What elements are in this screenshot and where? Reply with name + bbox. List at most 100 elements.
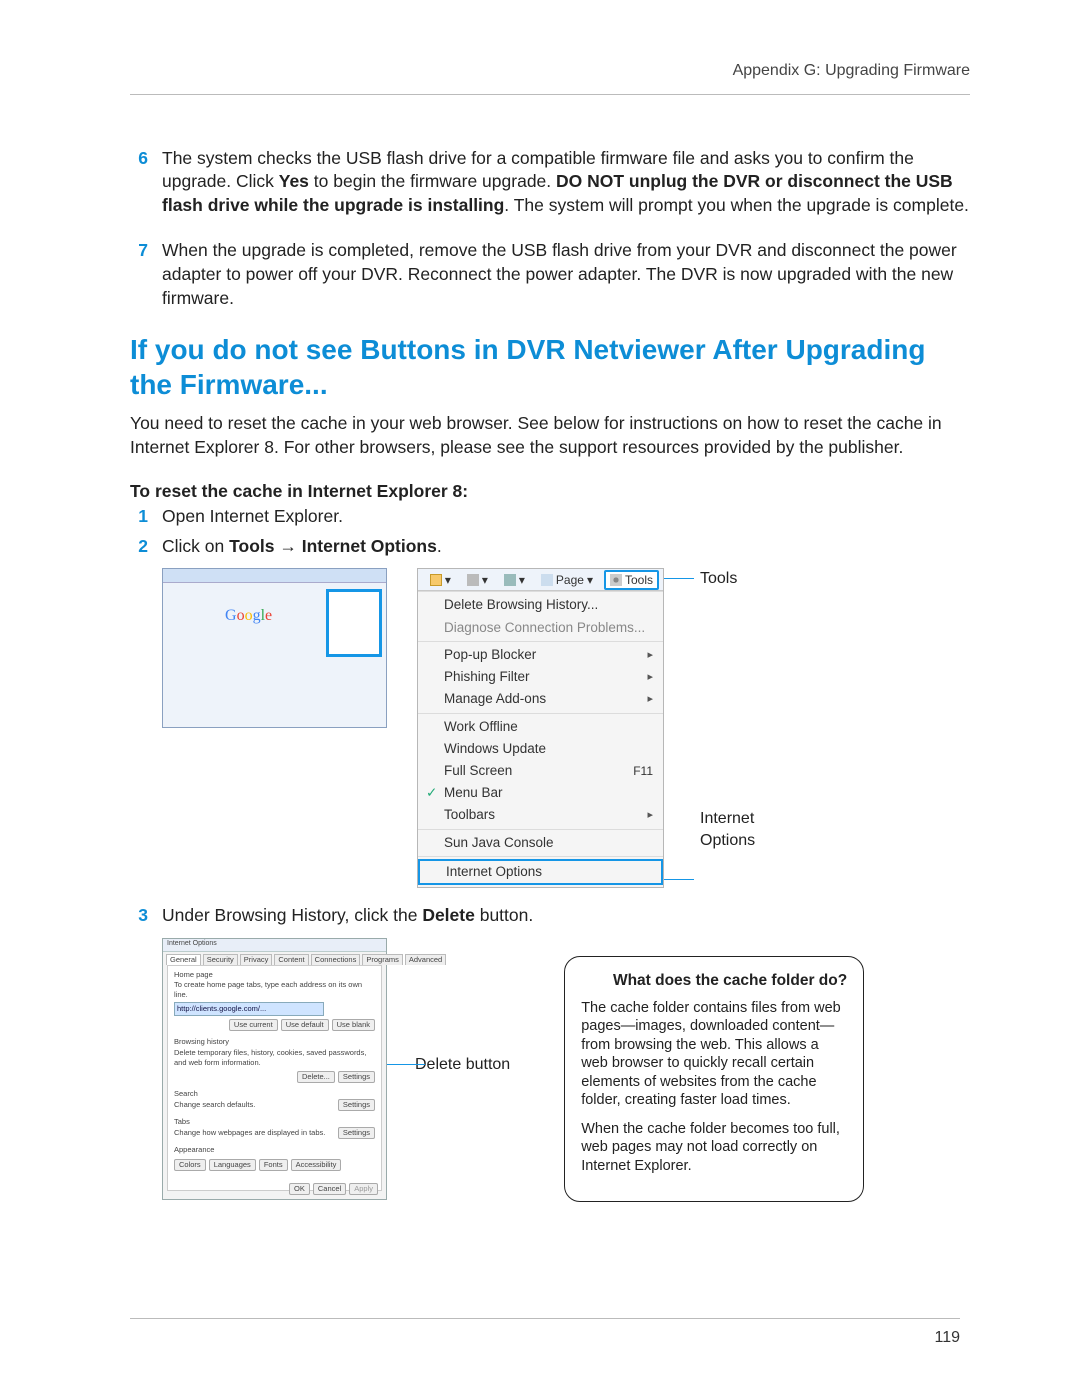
callout-line-tools (664, 578, 694, 579)
tabs-section: Tabs Change how webpages are displayed i… (174, 1117, 375, 1139)
s3-pre: Under Browsing History, click the (162, 905, 422, 925)
cache-p1: The cache folder contains files from web… (581, 999, 847, 1110)
s3-post: button. (475, 905, 533, 925)
tab-general[interactable]: General (166, 954, 201, 965)
mi-phishing[interactable]: Phishing Filter ▸ (418, 666, 663, 688)
mi-diagnose[interactable]: Diagnose Connection Problems... (418, 617, 663, 639)
colors-button[interactable]: Colors (174, 1159, 206, 1171)
accessibility-button[interactable]: Accessibility (291, 1159, 342, 1171)
mi-fullscreen[interactable]: Full Screen F11 (418, 760, 663, 782)
search-settings-button[interactable]: Settings (338, 1099, 375, 1111)
tab-content[interactable]: Content (274, 954, 308, 965)
home-heading: Home page (174, 970, 375, 980)
bh-heading: Browsing history (174, 1037, 375, 1047)
step6-post: . The system will prompt you when the up… (504, 195, 969, 215)
appearance-section: Appearance Colors Languages Fonts Access… (174, 1145, 375, 1170)
use-default-button[interactable]: Use default (281, 1019, 329, 1031)
use-blank-button[interactable]: Use blank (332, 1019, 375, 1031)
ie-toolbar: ▾ ▾ ▾ Page ▾ Tools (418, 569, 663, 591)
step-7-num: 7 (130, 239, 148, 310)
step-1-text: Open Internet Explorer. (162, 505, 970, 529)
feeds-icon[interactable]: ▾ (462, 571, 493, 589)
delete-button[interactable]: Delete... (297, 1071, 335, 1083)
mi-addons[interactable]: Manage Add-ons▸ (418, 688, 663, 710)
tools-label: Tools (625, 572, 653, 588)
apply-button[interactable]: Apply (349, 1183, 378, 1195)
mi-wu-label: Windows Update (444, 740, 546, 758)
mi-mao-label: Manage Add-ons (444, 690, 546, 708)
home-icon[interactable]: ▾ (425, 571, 456, 589)
subheading-reset: To reset the cache in Internet Explorer … (130, 480, 970, 504)
cache-info-box: What does the cache folder do? The cache… (564, 956, 864, 1203)
bh-settings-button[interactable]: Settings (338, 1071, 375, 1083)
mi-fs-label: Full Screen (444, 762, 512, 780)
fonts-button[interactable]: Fonts (259, 1159, 288, 1171)
step-6: 6 The system checks the USB flash drive … (130, 147, 970, 218)
mi-offline[interactable]: Work Offline (418, 716, 663, 738)
step-2: 2 Click on Tools → Internet Options. (130, 535, 970, 559)
use-current-button[interactable]: Use current (229, 1019, 278, 1031)
tab-privacy[interactable]: Privacy (240, 954, 273, 965)
tools-button[interactable]: Tools (604, 570, 659, 590)
tab-programs[interactable]: Programs (362, 954, 403, 965)
mi-dcp-label: Diagnose Connection Problems... (444, 619, 645, 637)
home-url-field[interactable]: http://clients.google.com/... (174, 1002, 324, 1016)
cancel-button[interactable]: Cancel (313, 1183, 346, 1195)
mi-fs-shortcut: F11 (633, 763, 653, 779)
step-6-text: The system checks the USB flash drive fo… (162, 147, 970, 218)
languages-button[interactable]: Languages (209, 1159, 256, 1171)
home-text: To create home page tabs, type each addr… (174, 980, 375, 1000)
step-3-text: Under Browsing History, click the Delete… (162, 904, 970, 928)
mi-tb-label: Toolbars (444, 806, 495, 824)
chevron-right-icon: ▸ (647, 670, 653, 685)
page-label: Page (556, 572, 584, 588)
mi-mb-label: Menu Bar (444, 784, 503, 802)
tabs-text: Change how webpages are displayed in tab… (174, 1128, 325, 1138)
ie-screenshot: Google (162, 568, 387, 728)
mi-internet-options[interactable]: Internet Options (418, 859, 663, 885)
mi-toolbars[interactable]: Toolbars▸ (418, 804, 663, 826)
step-1-num: 1 (130, 505, 148, 529)
tabs-settings-button[interactable]: Settings (338, 1127, 375, 1139)
step-7: 7 When the upgrade is completed, remove … (130, 239, 970, 310)
dialog-footer: OK Cancel Apply (289, 1183, 378, 1195)
tab-advanced[interactable]: Advanced (405, 954, 446, 965)
mi-popup[interactable]: Pop-up Blocker▸ (418, 644, 663, 666)
chevron-right-icon: ▸ (647, 648, 653, 663)
label-internet-options: Internet Options (700, 808, 780, 851)
tab-security[interactable]: Security (203, 954, 238, 965)
app-heading: Appearance (174, 1145, 375, 1155)
tabs-heading: Tabs (174, 1117, 375, 1127)
callout-line-delete (387, 1064, 425, 1065)
label-delete-button: Delete button (415, 1054, 510, 1076)
step-3-num: 3 (130, 904, 148, 928)
appendix-header: Appendix G: Upgrading Firmware (130, 60, 970, 95)
mi-io-label: Internet Options (446, 863, 542, 881)
section-heading: If you do not see Buttons in DVR Netview… (130, 332, 970, 402)
mi-menubar[interactable]: ✓Menu Bar (418, 782, 663, 804)
ok-button[interactable]: OK (289, 1183, 310, 1195)
highlight-box (326, 589, 382, 657)
s2-io: Internet Options (302, 536, 437, 556)
google-logo: Google (225, 605, 272, 627)
mi-wo-label: Work Offline (444, 718, 518, 736)
page-button[interactable]: Page ▾ (536, 571, 598, 589)
cache-box-title: What does the cache folder do? (581, 971, 847, 991)
print-icon[interactable]: ▾ (499, 571, 530, 589)
mi-pf-label: Phishing Filter (444, 668, 530, 686)
arrow-icon: → (274, 536, 301, 556)
mi-delete-history[interactable]: Delete Browsing History... (418, 594, 663, 616)
tab-connections[interactable]: Connections (311, 954, 361, 965)
label-tools: Tools (700, 568, 780, 590)
search-heading: Search (174, 1089, 375, 1099)
dialog-title: Internet Options (163, 939, 386, 952)
mi-java[interactable]: Sun Java Console (418, 832, 663, 854)
page-number: 119 (130, 1318, 960, 1349)
internet-options-dialog: Internet Options General Security Privac… (162, 938, 387, 1200)
cache-p2: When the cache folder becomes too full, … (581, 1120, 847, 1176)
search-section: Search Change search defaults. Settings (174, 1089, 375, 1111)
step6-mid: to begin the firmware upgrade. (309, 171, 556, 191)
mi-winupdate[interactable]: Windows Update (418, 738, 663, 760)
step-2-text: Click on Tools → Internet Options. (162, 535, 970, 559)
figure-options-dialog: Internet Options General Security Privac… (162, 938, 970, 1203)
